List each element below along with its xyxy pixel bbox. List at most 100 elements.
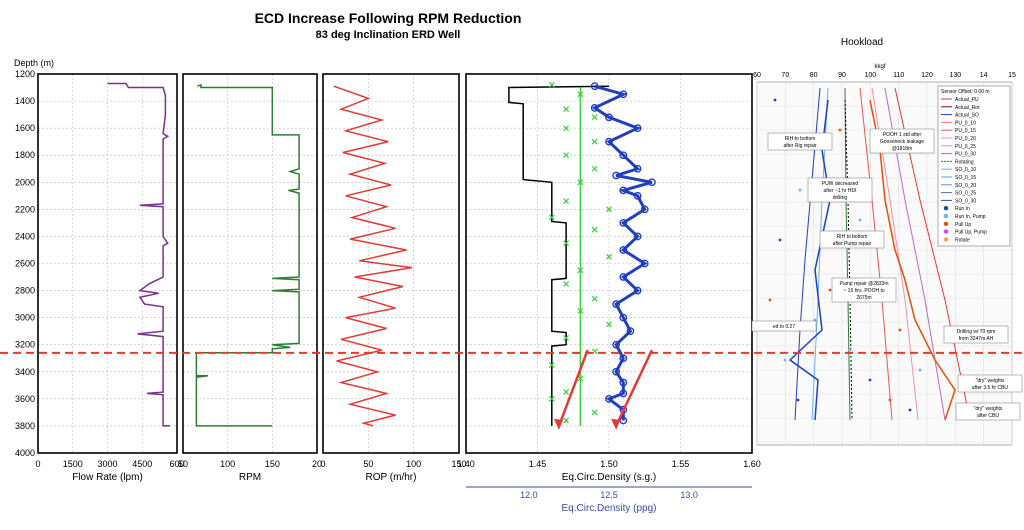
data-point — [548, 395, 555, 402]
data-point — [606, 321, 612, 328]
annotation-text: after CBU — [977, 413, 999, 419]
x-tick-label: 1.60 — [743, 459, 761, 469]
legend-marker — [943, 206, 949, 211]
depth-tick-label: 2000 — [15, 177, 35, 187]
depth-tick-label: 3800 — [15, 421, 35, 431]
data-point — [619, 246, 628, 254]
x-tick-label: 1500 — [63, 459, 83, 469]
flow-rate-track: 0 1500 3000 4500 600 Flow Rate (lpm) — [35, 73, 185, 483]
legend-label: PU_0_10 — [955, 120, 976, 126]
data-point — [606, 206, 612, 213]
legend-label: Rotating — [955, 159, 974, 165]
x2-axis-label: Eq.Circ.Density (ppg) — [561, 503, 656, 514]
depth-tick-label: 1400 — [15, 96, 35, 106]
data-point — [633, 232, 642, 241]
data-point — [590, 103, 599, 112]
data-point — [590, 82, 599, 91]
data-point — [563, 106, 570, 113]
depth-tick-label: 2400 — [15, 231, 35, 241]
annotation-box — [767, 132, 833, 151]
hookload-tick-label: 90 — [838, 72, 846, 79]
legend-label: PU_0_15 — [955, 128, 976, 134]
x-tick-label: 150 — [451, 459, 466, 469]
hookload-tick-label: 14 — [980, 72, 988, 79]
x-tick-label: 20 — [312, 459, 322, 469]
hookload-point — [828, 288, 832, 292]
x2-tick-label: 12.5 — [600, 490, 618, 500]
legend-label: SO_0_30 — [955, 198, 976, 204]
depth-tick-label: 1200 — [15, 69, 35, 79]
x-tick-label: 50 — [363, 459, 373, 469]
x-tick-label: 600 — [169, 459, 184, 469]
annotation-box — [819, 230, 885, 249]
depth-tick-label: 2800 — [15, 286, 35, 296]
annotation-text: drilling — [833, 195, 848, 201]
legend-label: Actual_Rot — [955, 105, 980, 111]
depth-tick-label: 2200 — [15, 204, 35, 214]
legend-label: Actual_PU — [955, 97, 979, 103]
hookload-point — [918, 368, 922, 372]
x-tick-label: 100 — [220, 459, 235, 469]
arrow-head — [611, 418, 621, 430]
data-point — [563, 152, 570, 159]
data-point — [563, 125, 570, 132]
hookload-tick-label: 120 — [921, 72, 933, 79]
data-point — [633, 286, 642, 295]
annotation-text: after ~1 hr HDI — [824, 188, 857, 194]
data-point — [548, 214, 555, 221]
track-frame — [37, 73, 178, 454]
annotation-text: ~ 15 hrs. POOH to — [843, 288, 884, 294]
legend-title: Sensor Offset: 0.00 m — [941, 89, 990, 95]
data-point — [626, 327, 635, 336]
series-line — [591, 84, 653, 421]
hookload-legend: Sensor Offset: 0.00 m Actual_PU Actual_Rot… — [937, 85, 1011, 247]
series-line — [614, 349, 654, 427]
depth-tick-label: 1600 — [15, 123, 35, 133]
data-point — [619, 354, 628, 363]
data-point — [633, 164, 642, 173]
series-line — [557, 349, 589, 427]
x-tick-label: 1.40 — [457, 459, 475, 469]
hookload-point — [848, 348, 852, 352]
data-point — [619, 313, 628, 322]
hookload-point — [783, 358, 787, 362]
annotation-text: Drilling w/ 70 rpm — [957, 329, 996, 335]
data-point — [563, 240, 570, 247]
data-point — [548, 362, 555, 368]
depth-tick-label: 1800 — [15, 150, 35, 160]
hookload-tick-label: 70 — [781, 72, 789, 79]
data-point — [591, 165, 598, 172]
hookload-panel: Hookload kkgf 60 70 80 90 100 110 120 130 14 15 Sens… — [751, 37, 1023, 446]
annotation-box — [955, 402, 1021, 421]
data-point — [619, 378, 628, 387]
actual-so-line — [788, 99, 831, 421]
data-point — [548, 81, 555, 88]
x-tick-label: 1.50 — [600, 459, 618, 469]
annotation-text: POOH 1 std after — [883, 132, 922, 138]
annotation-box — [751, 320, 817, 332]
track-frame — [182, 73, 318, 454]
depth-tick-label: 2600 — [15, 259, 35, 269]
data-point — [591, 409, 598, 416]
hookload-title: Hookload — [841, 37, 883, 48]
legend-box — [937, 85, 1011, 247]
annotation-text: RIH to bottom — [837, 234, 868, 240]
data-point — [605, 137, 613, 146]
legend-marker — [943, 229, 949, 234]
series-line — [333, 85, 413, 427]
series-line — [107, 82, 170, 427]
annotation-box — [957, 374, 1023, 393]
data-point — [633, 124, 642, 133]
hookload-tick-label: 60 — [753, 72, 761, 79]
x2-tick-label: 13.0 — [680, 490, 698, 500]
depth-axis-ticks: 1200 1400 1600 1800 2000 2200 2400 2600 2800 3000… — [15, 69, 35, 458]
hookload-point — [858, 218, 862, 222]
legend-label: SO_0_10 — [955, 167, 976, 173]
hookload-point — [898, 328, 902, 332]
data-point — [648, 178, 656, 187]
legend-marker — [943, 221, 949, 226]
x-tick-label: 100 — [406, 459, 421, 469]
x-axis-label: ROP (m/hr) — [366, 472, 417, 483]
legend-label: PU_0_30 — [955, 152, 976, 158]
